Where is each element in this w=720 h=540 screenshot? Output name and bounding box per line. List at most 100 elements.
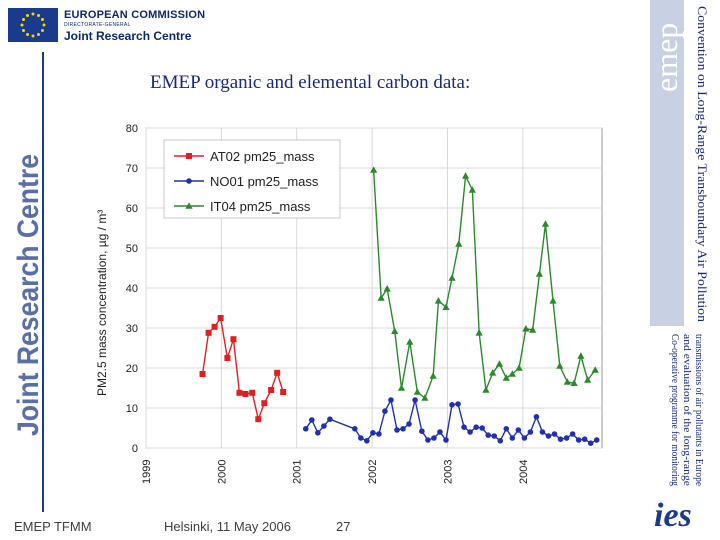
data-point <box>358 435 364 441</box>
data-point <box>391 327 399 334</box>
data-point <box>545 433 552 439</box>
data-point <box>475 329 483 336</box>
y-tick-label: 60 <box>126 203 138 215</box>
data-point <box>527 429 534 435</box>
data-point <box>249 389 256 396</box>
centre-name: Joint Research Centre <box>64 29 192 43</box>
data-point <box>434 297 443 304</box>
legend-box <box>163 139 341 219</box>
data-point <box>429 372 437 379</box>
legend-entry-label: IT04 pm25_mass <box>210 199 311 214</box>
data-point <box>364 438 370 444</box>
data-point <box>489 369 497 376</box>
ies-logo: ies <box>654 497 692 534</box>
data-point <box>448 274 456 281</box>
data-point <box>577 352 585 359</box>
data-point <box>549 297 557 304</box>
emep-logo-text: emep <box>650 23 684 92</box>
emep-band <box>650 0 684 326</box>
programme-line-1: Co-operative programme for monitoring <box>669 334 680 486</box>
data-point <box>503 426 510 432</box>
data-point <box>382 408 388 415</box>
data-point <box>376 431 382 437</box>
data-point <box>495 360 504 367</box>
data-point <box>508 370 516 377</box>
series-line <box>305 397 598 445</box>
data-point <box>261 400 268 407</box>
data-point <box>370 166 378 173</box>
data-point <box>351 426 358 432</box>
data-point <box>551 431 558 437</box>
data-point <box>425 437 431 443</box>
data-point <box>327 416 333 423</box>
data-point <box>199 371 206 377</box>
data-point <box>449 402 455 408</box>
slide-title: EMEP organic and elemental carbon data: <box>150 72 471 93</box>
jrc-vertical-brand: Joint Research Centre <box>12 154 45 436</box>
legend-swatch-marker <box>185 202 193 209</box>
x-tick-label: 2004 <box>518 460 530 484</box>
data-point <box>211 323 218 330</box>
data-point <box>563 435 570 441</box>
data-point <box>473 424 479 431</box>
data-point <box>377 294 385 301</box>
data-point <box>315 430 321 436</box>
data-point <box>255 416 262 423</box>
data-point <box>587 440 594 447</box>
cooperative-programme: Co-operative programme for monitoring an… <box>669 334 704 487</box>
y-tick-label: 0 <box>132 443 138 455</box>
y-tick-label: 30 <box>126 323 138 335</box>
data-point <box>309 417 315 423</box>
legend-swatch-marker <box>186 153 192 159</box>
data-point <box>280 389 287 395</box>
data-point <box>479 425 485 431</box>
x-tick-label: 2003 <box>442 460 454 484</box>
data-point <box>575 437 582 443</box>
y-tick-label: 20 <box>126 363 138 375</box>
data-point <box>412 397 418 403</box>
data-point <box>563 378 571 385</box>
chart-legend: AT02 pm25_mass NO01 pm25_mass IT04 pm25_ma… <box>163 139 341 219</box>
data-point <box>529 326 537 333</box>
data-point <box>570 379 578 386</box>
data-point <box>443 437 449 443</box>
x-tick-label: 1999 <box>141 460 153 484</box>
eu-flag-icon <box>8 8 58 42</box>
data-point <box>482 386 490 393</box>
data-point <box>461 424 467 431</box>
chart-series <box>199 166 600 447</box>
data-point <box>274 369 281 376</box>
x-tick-label: 2000 <box>216 460 228 484</box>
data-point <box>533 414 540 420</box>
data-point <box>421 394 429 401</box>
data-point <box>521 435 528 441</box>
data-point <box>321 423 327 429</box>
data-point <box>468 186 476 193</box>
directorate-label: DIRECTORATE-GENERAL <box>64 22 131 28</box>
data-point <box>413 388 421 395</box>
footer-location-date: Helsinki, 11 May 2006 <box>164 519 291 534</box>
data-point <box>242 391 249 397</box>
data-point <box>593 437 600 443</box>
data-point <box>236 389 243 396</box>
data-point <box>406 338 414 345</box>
data-point <box>581 436 588 443</box>
ies-logo-text: ies <box>654 497 692 534</box>
data-point <box>515 364 523 371</box>
data-point <box>455 240 463 247</box>
convention-text: Convention on Long-Range Transboundary A… <box>695 6 710 323</box>
data-point <box>394 427 400 433</box>
y-tick-label: 40 <box>126 283 138 295</box>
legend-entry-label: NO01 pm25_mass <box>210 174 319 189</box>
data-point <box>217 315 224 321</box>
data-point <box>268 387 275 393</box>
emep-logo: emep <box>650 23 684 92</box>
data-point <box>591 366 599 373</box>
data-point <box>522 325 530 332</box>
org-name: EUROPEAN COMMISSION <box>64 9 206 21</box>
data-point <box>431 435 437 441</box>
data-point <box>584 376 592 383</box>
data-point <box>406 421 412 427</box>
y-tick-labels: 0 10 20 30 40 50 60 70 80 <box>126 123 138 455</box>
data-point <box>230 336 237 343</box>
